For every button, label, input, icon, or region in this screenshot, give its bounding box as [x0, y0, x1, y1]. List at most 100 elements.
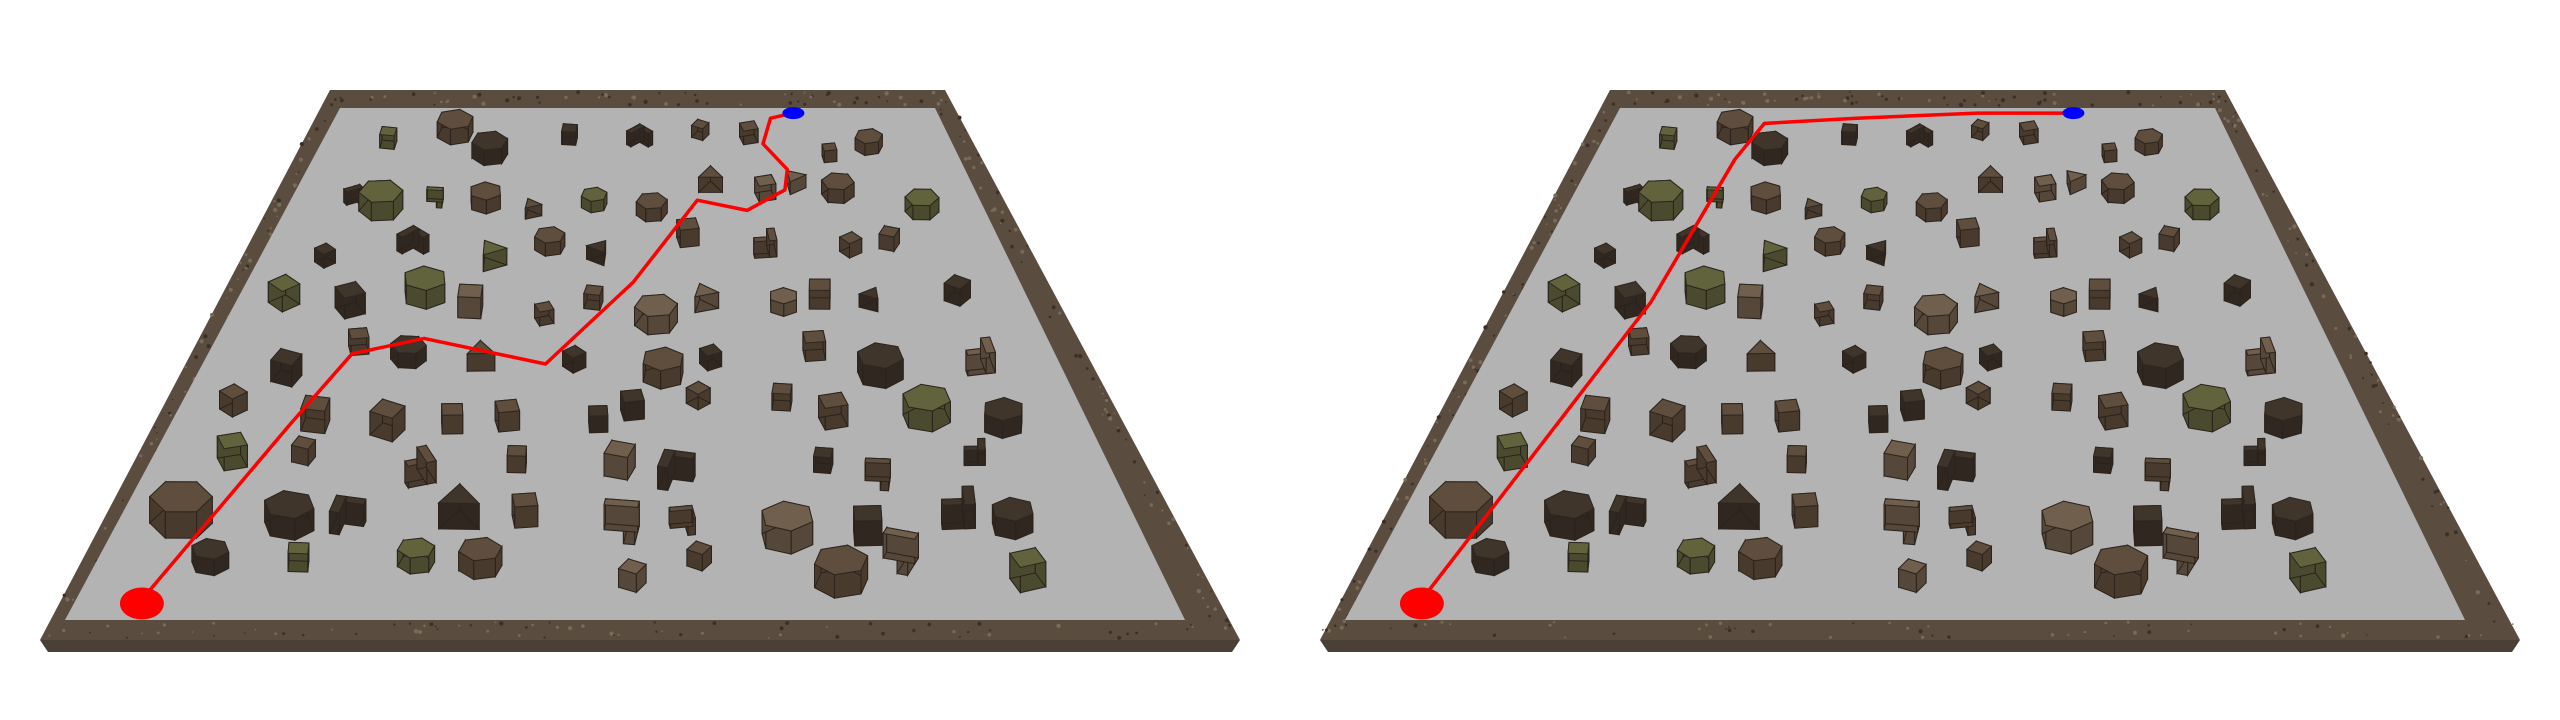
wall-grain [267, 229, 270, 232]
obstacle-top [368, 398, 406, 419]
wall-grain [1210, 590, 1212, 592]
wall-grain [524, 626, 528, 629]
wall-grain [1201, 596, 1205, 600]
wall-grain [2083, 630, 2087, 634]
wall-grain [1906, 626, 1909, 630]
obstacle-top [878, 225, 901, 238]
wall-grain [837, 102, 842, 107]
obstacle-hex [854, 127, 883, 157]
wall-grain [1020, 261, 1023, 264]
wall-grain [992, 207, 997, 212]
wall-grain [1126, 632, 1129, 636]
wall-grain [1433, 438, 1437, 443]
wall-grain [1598, 129, 1601, 133]
wall-grain [499, 621, 504, 626]
obstacle-top [1840, 123, 1859, 133]
wall-grain [2190, 623, 2193, 626]
wall-grain [2273, 631, 2278, 635]
wall-grain [1633, 102, 1637, 105]
wall-grain [1850, 94, 1854, 98]
wall-grain [1026, 244, 1029, 247]
obstacle-tri [697, 164, 724, 194]
arena-wall-front [40, 640, 1240, 652]
wall-grain [613, 634, 616, 637]
obstacle-box [1774, 398, 1801, 433]
wall-grain [245, 266, 248, 270]
obstacle-side [1746, 352, 1776, 372]
obstacle-top [2093, 544, 2149, 576]
wall-grain [2418, 455, 2424, 461]
wall-grain [1981, 94, 1985, 98]
wall-grain [206, 344, 211, 349]
obstacle-box [287, 541, 310, 573]
obstacle-box [2133, 504, 2163, 547]
wall-grain [1504, 314, 1507, 317]
wall-grain [536, 95, 540, 99]
wall-grain [543, 636, 546, 639]
obstacle-top [1008, 547, 1047, 569]
wall-grain [1850, 101, 1854, 106]
wall-grain [1099, 386, 1102, 388]
wall-grain [458, 624, 461, 627]
wall-grain [191, 631, 194, 633]
obstacle-top [1684, 265, 1726, 292]
obstacle-side [2107, 187, 2125, 205]
wall-grain [298, 157, 303, 162]
wall-grain [1196, 588, 1202, 594]
obstacle-top [1868, 404, 1889, 417]
wall-grain [339, 96, 342, 99]
obstacle-box [1883, 438, 1916, 482]
wall-grain [2151, 104, 2154, 107]
obstacle-hex [470, 181, 501, 215]
obstacle-top [656, 448, 676, 469]
obstacle-box [1614, 280, 1647, 321]
wall-grain [1149, 503, 1154, 507]
wall-grain [1413, 623, 1418, 628]
wall-grain [931, 90, 936, 95]
wall-grain [825, 626, 828, 629]
wall-grain [2354, 334, 2358, 338]
obstacle-box [1008, 546, 1047, 595]
wall-grain [2396, 417, 2401, 422]
wall-grain [411, 92, 416, 96]
wall-grain [538, 101, 541, 104]
wall-grain [2067, 633, 2070, 636]
wall-grain [333, 98, 337, 101]
obstacle-ell [1883, 498, 1920, 546]
obstacle-hex [1814, 225, 1846, 258]
wall-grain [1727, 628, 1732, 633]
obstacle-box [1786, 444, 1808, 474]
obstacle-side [823, 149, 838, 164]
wall-grain [979, 186, 983, 190]
wall-grain [1709, 96, 1714, 101]
obstacle-box [821, 142, 838, 164]
wall-grain [999, 221, 1002, 224]
obstacle-top [533, 300, 555, 313]
wall-grain [1492, 633, 1497, 637]
wall-grain [2299, 622, 2302, 626]
wall-grain [276, 215, 279, 218]
wall-grain [2187, 629, 2190, 633]
obstacle-box [511, 492, 539, 529]
wall-grain [1340, 598, 1344, 602]
wall-grain [433, 103, 436, 106]
wall-grain [1817, 92, 1820, 95]
wall-grain [2365, 634, 2368, 636]
wall-grain [952, 630, 956, 634]
obstacle-tri [1977, 164, 2004, 194]
wall-grain [2235, 130, 2238, 133]
obstacle-box [1659, 125, 1678, 150]
wall-grain [695, 99, 699, 103]
obstacle-box [812, 446, 834, 475]
obstacle-side [397, 352, 417, 370]
obstacle-top [1622, 183, 1644, 193]
obstacle-hex [633, 293, 679, 336]
wall-grain [1995, 98, 1997, 101]
obstacle-box [1549, 347, 1583, 389]
obstacle-hex [1860, 186, 1888, 214]
wall-grain [1981, 91, 1985, 95]
wall-grain [292, 183, 297, 188]
wall-grain [2138, 102, 2142, 107]
obstacle-top [1737, 283, 1764, 299]
wall-grain [1191, 625, 1194, 628]
